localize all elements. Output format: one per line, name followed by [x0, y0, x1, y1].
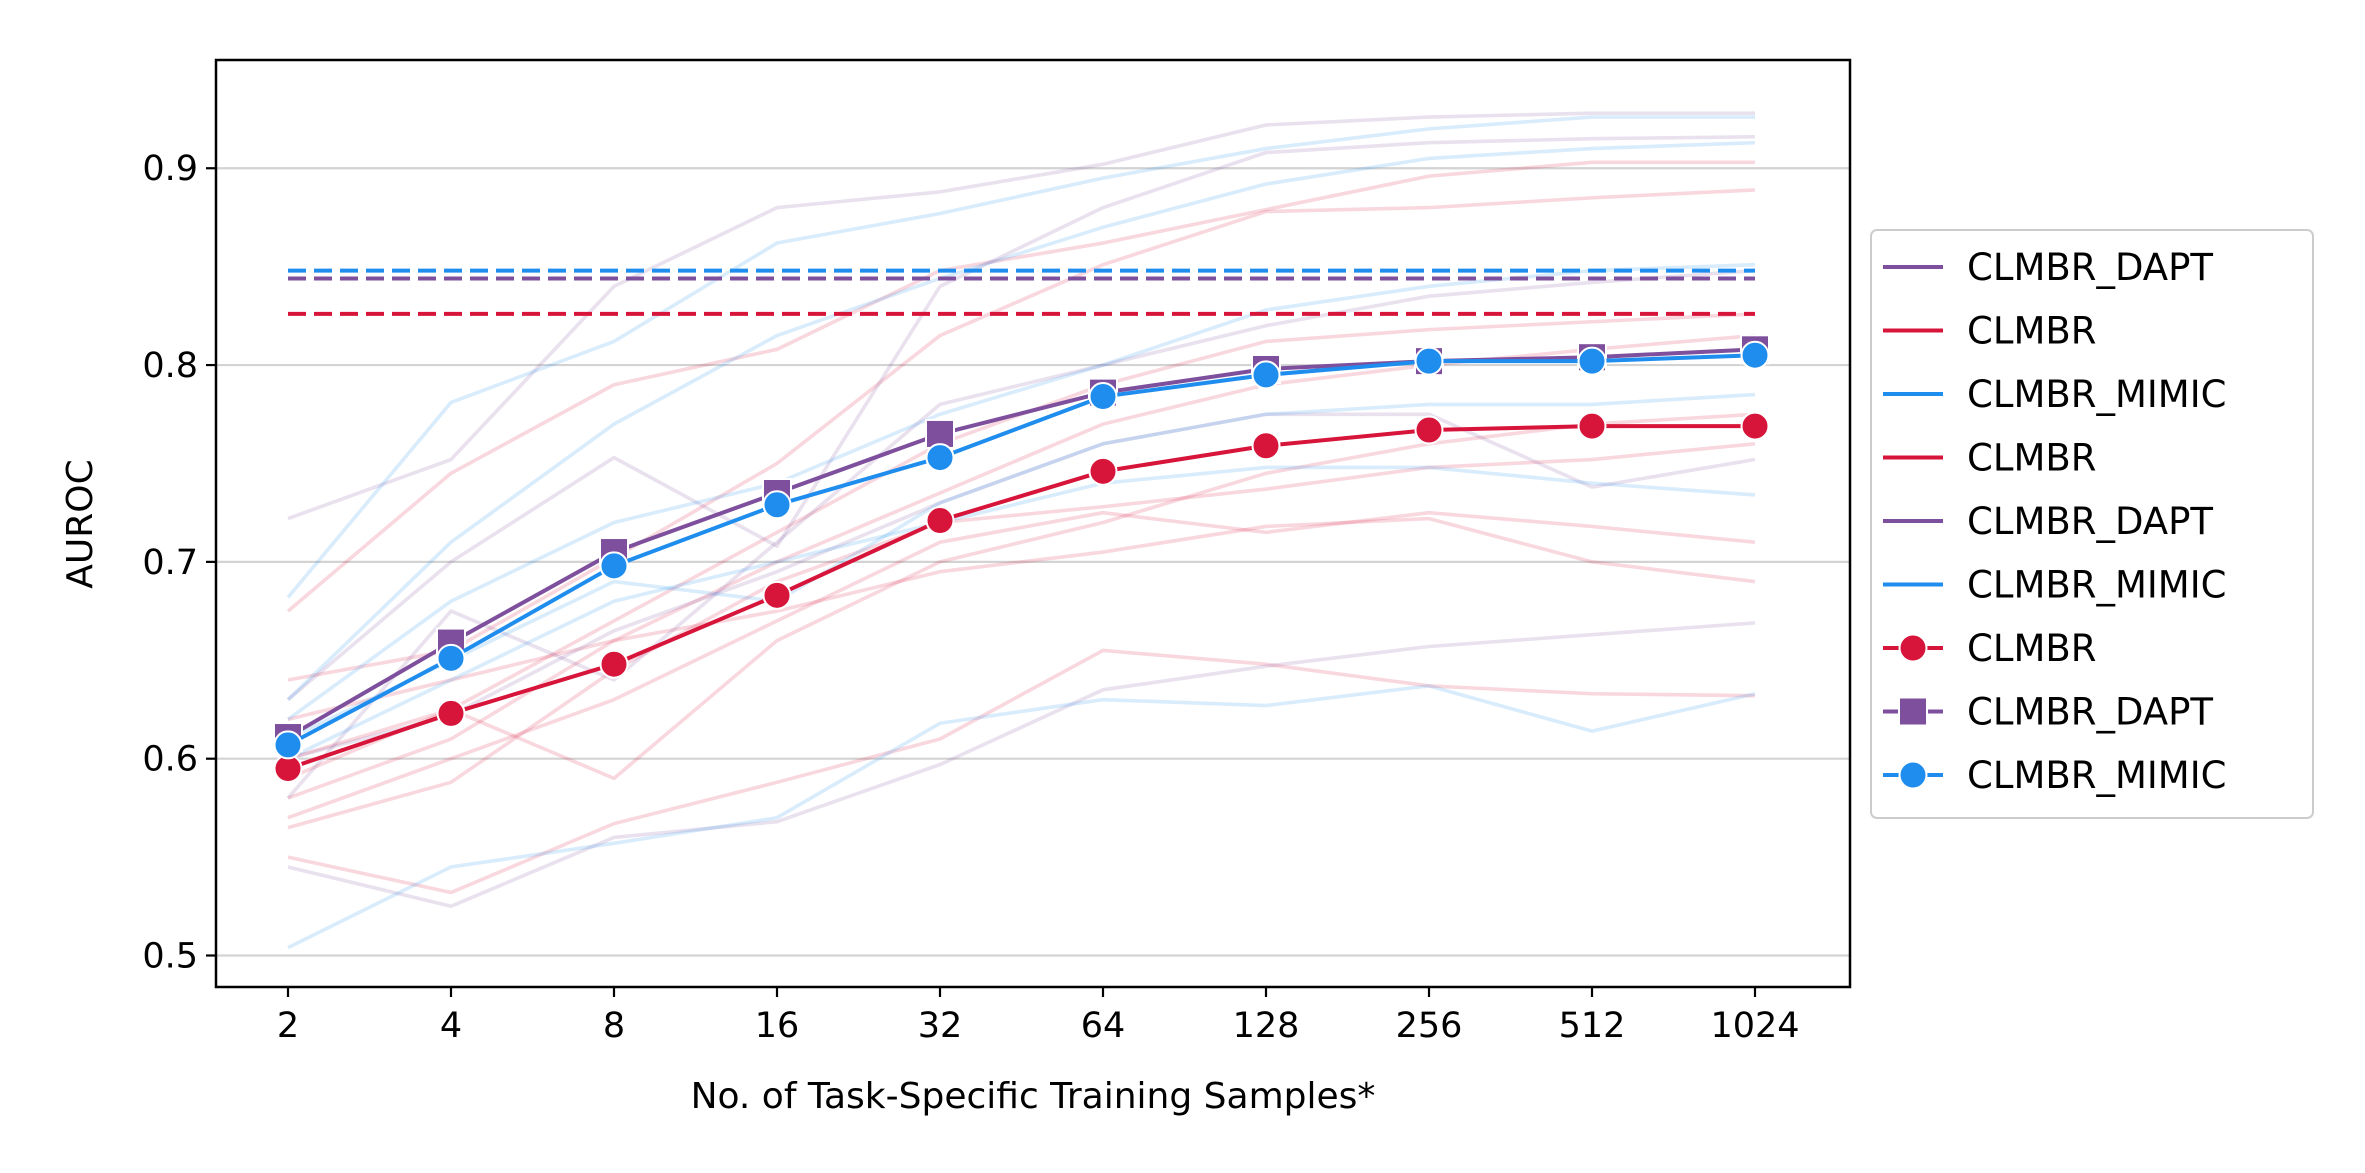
background-task-line [287, 412, 1756, 761]
legend-label: CLMBR_DAPT [1967, 691, 2213, 734]
legend-label: CLMBR_MIMIC [1967, 564, 2226, 607]
background-task-line [286, 268, 1756, 800]
x-axis-title: No. of Task-Specific Training Samples* [691, 1076, 1376, 1117]
y-tick-label: 0.8 [142, 346, 198, 386]
background-task-line [287, 648, 1756, 895]
data-point-marker [1577, 346, 1607, 376]
y-tick-label: 0.7 [142, 543, 198, 583]
background-task-line [287, 465, 1756, 761]
x-tick-label: 64 [1081, 1006, 1126, 1046]
data-point-marker [1414, 346, 1444, 376]
legend-label: CLMBR_DAPT [1967, 246, 2213, 289]
legend-label: CLMBR_MIMIC [1967, 373, 2226, 416]
baseline-dashed-lines [288, 268, 1755, 316]
x-tick-label: 1024 [1710, 1006, 1799, 1046]
plot-frame [214, 58, 1852, 989]
x-tick-label: 2 [277, 1006, 299, 1046]
data-point-marker [925, 506, 955, 536]
data-point-marker [599, 649, 629, 679]
data-point-marker [436, 698, 466, 728]
data-point-marker [762, 580, 792, 610]
data-point-marker [436, 643, 466, 673]
x-tick-label: 32 [918, 1006, 963, 1046]
y-axis-title: AUROC [60, 459, 101, 588]
legend-label: CLMBR [1967, 627, 2096, 670]
legend-label: CLMBR_MIMIC [1967, 754, 2226, 797]
background-task-line [286, 140, 1756, 701]
legend-marker [1898, 760, 1928, 790]
gridlines [216, 167, 1850, 957]
background-task-line [287, 441, 1756, 830]
x-tick-label: 128 [1233, 1006, 1300, 1046]
background-task-line [287, 111, 1755, 521]
legend: CLMBR_DAPT CLMBR CLMBR_MIMIC CLMBR CLMBR_DAP… [1870, 229, 2314, 819]
series-line [287, 353, 1756, 747]
x-tick-label: 8 [603, 1006, 625, 1046]
x-tick-label: 16 [755, 1006, 800, 1046]
background-task-line [286, 115, 1755, 599]
x-tick-label: 4 [440, 1006, 462, 1046]
legend-box [1870, 229, 2314, 819]
data-point-marker [1740, 411, 1770, 441]
background-task-line [287, 392, 1756, 741]
data-point-marker [1251, 431, 1281, 461]
legend-marker [1898, 633, 1928, 663]
mean-series-lines [273, 334, 1770, 784]
background-task-line [286, 160, 1755, 613]
data-point-marker [1088, 382, 1118, 412]
data-point-marker [762, 490, 792, 520]
y-tick-label: 0.6 [142, 740, 198, 780]
axes: 0.5 0.6 0.7 0.8 0.9 2 4 8 16 32 64 128 256 512 1024 [142, 149, 1799, 1046]
data-point-marker [1088, 456, 1118, 486]
background-task-line [287, 516, 1756, 722]
background-task-line [287, 621, 1756, 909]
y-tick-label: 0.9 [142, 149, 198, 189]
data-point-marker [925, 443, 955, 473]
background-task-line [286, 134, 1756, 702]
data-point-marker [1740, 340, 1770, 370]
data-point-marker [273, 730, 303, 760]
background-task-line [287, 188, 1756, 682]
series-line [287, 424, 1755, 771]
legend-label: CLMBR_DAPT [1967, 500, 2213, 543]
background-task-line [287, 684, 1756, 950]
y-tick-label: 0.5 [142, 937, 198, 977]
data-point-marker [1414, 415, 1444, 445]
data-point-marker [599, 551, 629, 581]
x-tick-label: 256 [1396, 1006, 1463, 1046]
background-task-line [287, 412, 1756, 781]
legend-marker [1898, 696, 1928, 727]
legend-label: CLMBR [1967, 310, 2096, 353]
data-point-marker [1251, 360, 1281, 390]
x-tick-label: 512 [1559, 1006, 1626, 1046]
data-point-marker [1577, 411, 1607, 441]
legend-label: CLMBR [1967, 437, 2096, 480]
background-task-line [287, 510, 1756, 820]
